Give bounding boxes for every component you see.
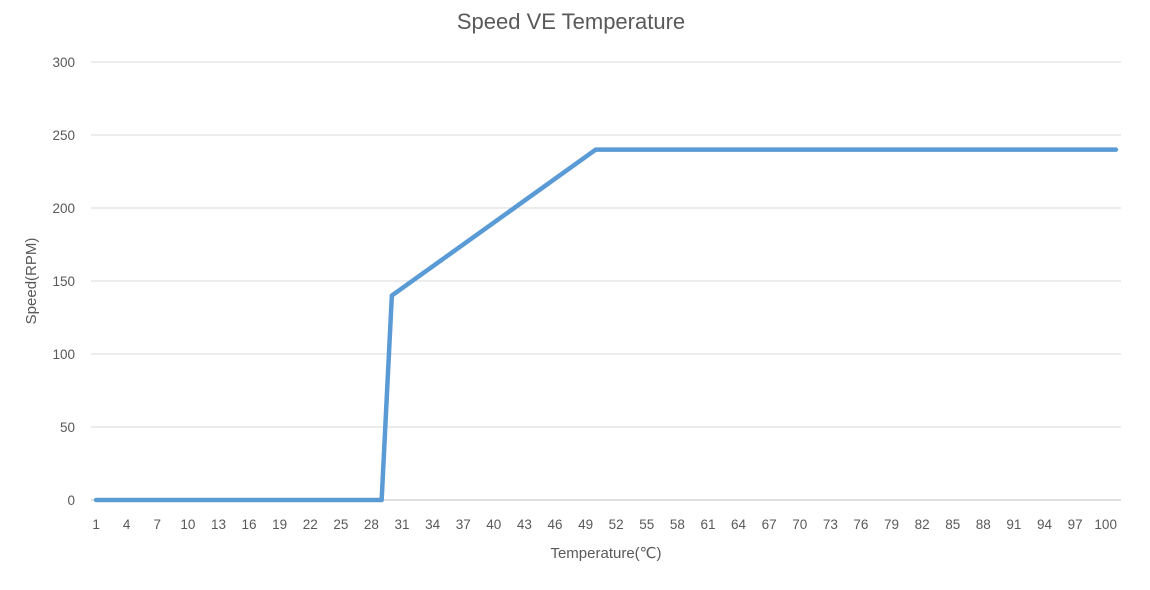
x-tick-label: 28	[364, 517, 379, 532]
x-tick-label: 55	[639, 517, 654, 532]
x-tick-label: 88	[976, 517, 991, 532]
x-tick-label: 79	[884, 517, 899, 532]
x-tick-label: 49	[578, 517, 593, 532]
x-axis-label: Temperature(℃)	[550, 545, 661, 562]
y-tick-label: 100	[52, 347, 75, 362]
x-tick-label: 34	[425, 517, 441, 532]
x-tick-label: 7	[154, 517, 162, 532]
x-tick-label: 97	[1068, 517, 1083, 532]
x-tick-label: 73	[823, 517, 838, 532]
series-layer	[93, 147, 1119, 503]
x-tick-label: 100	[1094, 517, 1117, 532]
y-axis-label: Speed(RPM)	[23, 238, 40, 325]
x-tick-label: 85	[945, 517, 960, 532]
x-tick-label: 43	[517, 517, 532, 532]
x-tick-label: 40	[486, 517, 501, 532]
x-tick-label: 19	[272, 517, 287, 532]
y-tick-labels: 0 50 100 150 200 250 300	[52, 55, 75, 508]
x-tick-labels: 1 4 7 10 13 16 19 22 25 28 31 34 37 40 43 46 49 52 55 58 61 6…	[92, 517, 1117, 532]
x-tick-label: 76	[853, 517, 868, 532]
x-tick-label: 10	[180, 517, 195, 532]
x-tick-label: 94	[1037, 517, 1053, 532]
x-tick-label: 70	[792, 517, 807, 532]
series-line	[93, 147, 1119, 503]
x-tick-label: 61	[700, 517, 715, 532]
chart-title: Speed VE Temperature	[457, 9, 685, 34]
x-tick-label: 64	[731, 517, 747, 532]
y-tick-label: 0	[67, 493, 75, 508]
x-tick-label: 82	[915, 517, 930, 532]
x-tick-label: 4	[123, 517, 131, 532]
y-tick-label: 300	[52, 55, 75, 70]
y-tick-label: 200	[52, 201, 75, 216]
x-tick-label: 31	[395, 517, 410, 532]
x-tick-label: 91	[1006, 517, 1021, 532]
x-tick-label: 13	[211, 517, 226, 532]
x-tick-label: 67	[762, 517, 777, 532]
x-tick-label: 37	[456, 517, 471, 532]
gridlines	[91, 61, 1121, 501]
x-tick-label: 16	[242, 517, 257, 532]
x-tick-label: 52	[609, 517, 624, 532]
y-tick-label: 150	[52, 274, 75, 289]
x-tick-label: 46	[547, 517, 562, 532]
y-tick-label: 250	[52, 128, 75, 143]
x-tick-label: 58	[670, 517, 685, 532]
y-tick-label: 50	[60, 420, 75, 435]
x-tick-label: 1	[92, 517, 100, 532]
x-tick-label: 22	[303, 517, 318, 532]
x-tick-label: 25	[333, 517, 348, 532]
